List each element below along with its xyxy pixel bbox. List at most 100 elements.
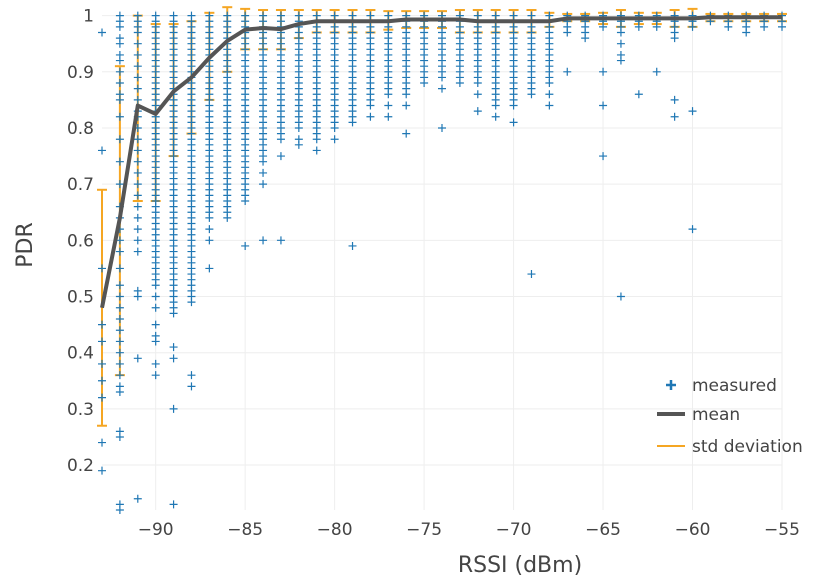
measured-point	[491, 112, 500, 121]
measured-point	[133, 73, 142, 82]
axis-ticks: −90 −85 −80 −75 −70 −65 −60 −55 0.2 0.3 0.4 0.5 0.6 0…	[67, 7, 800, 540]
measured-point	[366, 101, 375, 110]
measured-point	[133, 62, 142, 71]
measured-point	[402, 90, 411, 99]
legend-measured-marker	[666, 380, 676, 390]
measured-point	[98, 393, 106, 402]
measured-point	[223, 213, 232, 222]
measured-point	[133, 28, 142, 37]
measured-point	[115, 95, 124, 104]
measured-point	[151, 371, 160, 380]
measured-point	[98, 466, 106, 475]
measured-point	[115, 67, 124, 76]
measured-point	[688, 107, 697, 116]
measured-point	[545, 90, 554, 99]
measured-point	[133, 236, 142, 245]
measured-point	[151, 359, 160, 368]
measured-point	[670, 34, 679, 43]
measured-point	[509, 101, 518, 110]
measured-point	[294, 123, 303, 132]
measured-point	[133, 84, 142, 93]
measured-point	[98, 359, 106, 368]
measured-point	[599, 101, 608, 110]
measured-point	[133, 191, 142, 200]
measured-point	[276, 236, 285, 245]
measured-point	[438, 84, 446, 93]
measured-point	[98, 320, 106, 329]
measured-point	[169, 309, 178, 318]
measured-point	[312, 146, 321, 155]
measured-point	[670, 112, 679, 121]
y-tick-label: 1	[83, 7, 94, 27]
y-tick-label: 0.4	[67, 344, 94, 364]
measured-point	[169, 500, 178, 509]
measured-point	[384, 90, 393, 99]
measured-point	[133, 135, 142, 144]
measured-point	[634, 90, 643, 99]
x-tick-label: −55	[764, 520, 800, 540]
measured-point	[133, 354, 142, 363]
measured-point	[330, 123, 339, 132]
measured-point	[151, 337, 160, 346]
measured-point	[724, 22, 733, 31]
legend: measured mean std deviation	[657, 376, 803, 457]
measured-point	[473, 90, 482, 99]
measured-point	[259, 168, 268, 177]
measured-point	[133, 146, 142, 155]
measured-point	[115, 292, 124, 301]
measured-point	[133, 213, 142, 222]
measured-point	[115, 135, 124, 144]
measured-point	[133, 225, 142, 234]
measured-point	[760, 22, 769, 31]
measured-point	[115, 247, 124, 256]
measured-point	[115, 348, 124, 357]
measured-point	[205, 213, 214, 222]
measured-point	[115, 180, 124, 189]
measured-point	[115, 157, 124, 166]
y-tick-label: 0.2	[67, 456, 94, 476]
measured-point	[259, 236, 268, 245]
measured-point	[115, 432, 124, 441]
measured-point	[616, 292, 625, 301]
x-tick-label: −75	[406, 520, 442, 540]
measured-point	[115, 326, 124, 335]
measured-point	[151, 281, 160, 290]
mean-series	[100, 15, 782, 309]
measured-point	[599, 152, 608, 161]
measured-point	[115, 56, 124, 65]
y-tick-label: 0.5	[67, 288, 94, 308]
x-tick-label: −90	[138, 520, 174, 540]
measured-point	[402, 129, 411, 138]
legend-std-label: std deviation	[692, 437, 803, 457]
measured-point	[652, 67, 661, 76]
measured-point	[330, 135, 339, 144]
measured-point	[599, 22, 608, 31]
measured-point	[133, 95, 142, 104]
measured-point	[187, 382, 196, 391]
measured-point	[205, 236, 214, 245]
measured-point	[133, 292, 142, 301]
measured-point	[241, 197, 250, 206]
measured-point	[133, 39, 142, 48]
measured-point	[259, 157, 268, 166]
measured-point	[151, 320, 160, 329]
measured-point	[402, 101, 411, 110]
measured-point	[455, 79, 464, 88]
measured-point	[527, 90, 536, 99]
measured-point	[151, 303, 160, 312]
measured-point	[115, 281, 124, 290]
measured-point	[545, 101, 554, 110]
measured-point	[169, 354, 178, 363]
measured-point	[563, 28, 572, 37]
measured-point	[348, 241, 357, 250]
measured-point	[616, 39, 625, 48]
measured-point	[133, 168, 142, 177]
measured-point	[115, 506, 124, 514]
y-tick-label: 0.3	[67, 400, 94, 420]
measured-point	[509, 118, 518, 127]
measured-point	[527, 270, 536, 279]
measured-point	[115, 39, 124, 48]
measured-point	[151, 292, 160, 301]
measured-point	[312, 135, 321, 144]
